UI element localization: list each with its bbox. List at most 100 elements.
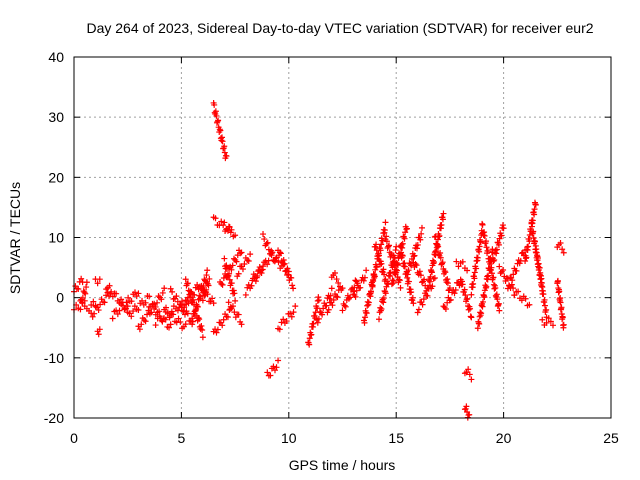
data-point-marker <box>249 277 256 284</box>
data-point-marker <box>101 299 108 306</box>
data-point-marker <box>288 313 295 320</box>
data-point-marker <box>252 278 259 285</box>
data-point-marker <box>90 298 97 305</box>
data-point-marker <box>218 280 225 287</box>
y-tick-label: -10 <box>44 350 64 366</box>
data-point-marker <box>217 127 224 134</box>
data-point-marker <box>372 266 379 273</box>
data-point-marker <box>375 250 382 257</box>
data-point-marker <box>135 306 142 313</box>
data-point-marker <box>345 295 352 302</box>
data-point-marker <box>393 266 400 273</box>
data-point-marker <box>537 276 544 283</box>
data-point-marker <box>114 311 121 318</box>
data-point-marker <box>361 274 368 281</box>
data-point-marker <box>173 293 180 300</box>
data-point-marker <box>405 267 412 274</box>
data-point-marker <box>327 292 334 299</box>
data-point-marker <box>559 314 566 321</box>
data-point-marker <box>554 277 561 284</box>
data-point-marker <box>476 248 483 255</box>
data-point-marker <box>108 288 115 295</box>
data-point-marker <box>483 283 490 290</box>
data-point-marker <box>540 291 547 298</box>
data-point-marker <box>267 372 274 379</box>
data-point-marker <box>363 267 370 274</box>
data-point-marker <box>410 300 417 307</box>
data-point-marker <box>264 239 271 246</box>
data-point-marker <box>380 266 387 273</box>
data-point-marker <box>324 309 331 316</box>
data-point-marker <box>557 239 564 246</box>
data-point-marker <box>98 296 105 303</box>
data-point-marker <box>121 305 128 312</box>
data-point-marker <box>308 331 315 338</box>
data-point-marker <box>158 296 165 303</box>
data-point-marker <box>452 286 459 293</box>
chart-title: Day 264 of 2023, Sidereal Day-to-day VTE… <box>86 20 593 36</box>
data-point-marker <box>467 305 474 312</box>
data-point-marker <box>123 299 130 306</box>
data-point-marker <box>138 321 145 328</box>
data-point-marker <box>427 273 434 280</box>
data-point-marker <box>198 282 205 289</box>
data-point-marker <box>526 301 533 308</box>
data-point-marker <box>248 282 255 289</box>
data-point-marker <box>130 308 137 315</box>
data-point-marker <box>151 305 158 312</box>
data-point-marker <box>526 238 533 245</box>
data-point-marker <box>228 266 235 273</box>
data-point-marker <box>459 281 466 288</box>
data-point-marker <box>541 302 548 309</box>
data-point-marker <box>255 268 262 275</box>
data-point-marker <box>330 296 337 303</box>
data-point-marker <box>206 275 213 282</box>
data-point-marker <box>214 326 221 333</box>
data-point-marker <box>135 290 142 297</box>
data-point-marker <box>560 321 567 328</box>
data-point-marker <box>462 292 469 299</box>
data-point-marker <box>128 313 135 320</box>
data-point-marker <box>530 228 537 235</box>
data-point-marker <box>477 239 484 246</box>
data-point-marker <box>181 304 188 311</box>
data-point-marker <box>83 279 90 286</box>
data-point-marker <box>184 280 191 287</box>
data-point-marker <box>109 293 116 300</box>
data-point-marker <box>522 257 529 264</box>
data-point-marker <box>224 227 231 234</box>
data-point-marker <box>219 138 226 145</box>
x-tick-label: 5 <box>178 430 186 446</box>
data-point-marker <box>229 303 236 310</box>
data-point-marker <box>199 297 206 304</box>
data-point-marker <box>440 210 447 217</box>
data-point-marker <box>328 285 335 292</box>
data-point-marker <box>272 257 279 264</box>
data-point-marker <box>113 290 120 297</box>
data-point-marker <box>81 289 88 296</box>
data-point-marker <box>412 261 419 268</box>
data-point-marker <box>174 298 181 305</box>
data-point-marker <box>468 291 475 298</box>
data-point-marker <box>264 261 271 268</box>
y-tick-label: 40 <box>48 49 64 65</box>
data-point-marker <box>492 284 499 291</box>
data-point-marker <box>494 296 501 303</box>
data-point-marker <box>219 322 226 329</box>
data-point-marker <box>518 297 525 304</box>
data-point-marker <box>203 286 210 293</box>
data-point-marker <box>532 242 539 249</box>
data-point-marker <box>545 315 552 322</box>
data-point-marker <box>205 282 212 289</box>
data-point-marker <box>481 232 488 239</box>
data-point-marker <box>455 263 462 270</box>
data-point-marker <box>231 290 238 297</box>
data-point-marker <box>181 311 188 318</box>
data-point-marker <box>139 297 146 304</box>
x-tick-label: 10 <box>281 430 297 446</box>
data-point-marker <box>463 403 470 410</box>
data-point-marker <box>264 369 271 376</box>
data-point-marker <box>95 307 102 314</box>
data-point-marker <box>232 297 239 304</box>
